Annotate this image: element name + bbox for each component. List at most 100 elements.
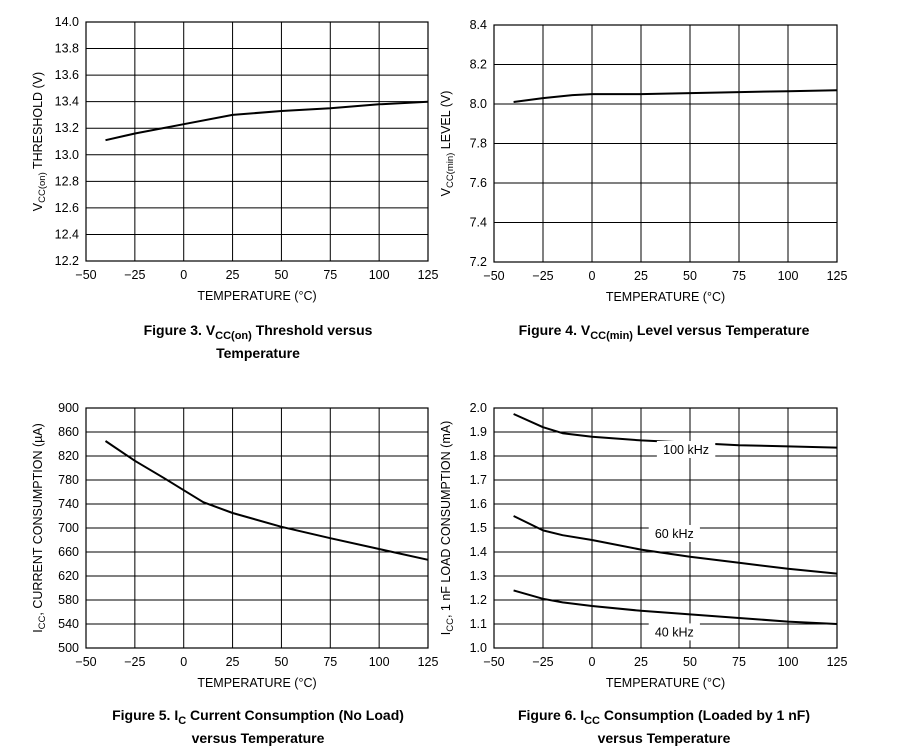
y-tick-label: 500: [58, 641, 79, 655]
x-tick-label: 50: [683, 655, 697, 669]
caption-text: Figure 4. V: [518, 322, 591, 338]
series-label: 100 kHz: [663, 443, 709, 457]
y-tick-label: 7.6: [470, 176, 487, 190]
x-tick-label: 100: [369, 655, 390, 669]
x-tick-label: 100: [369, 268, 390, 282]
y-tick-label: 700: [58, 521, 79, 535]
series-label: 40 kHz: [655, 625, 694, 639]
plot-frame: [85, 407, 429, 649]
x-axis-label: TEMPERATURE (°C): [606, 676, 725, 690]
x-tick-label: 100: [778, 269, 799, 283]
x-tick-label: −25: [124, 655, 145, 669]
y-tick-label: 900: [58, 401, 79, 415]
y-tick-label: 1.8: [470, 449, 487, 463]
x-tick-label: 50: [274, 268, 288, 282]
y-tick-label: 620: [58, 569, 79, 583]
series-line: [105, 100, 429, 142]
y-tick-label: 8.2: [470, 58, 487, 72]
series-line: [513, 413, 838, 449]
series-line: [513, 589, 838, 625]
series-label-background: [648, 525, 700, 542]
y-tick-label: 7.4: [470, 216, 487, 230]
y-tick-label: 1.1: [470, 617, 487, 631]
caption-figure-5: Figure 5. IC Current Consumption (No Loa…: [32, 707, 484, 747]
y-tick-label: 1.0: [470, 641, 487, 655]
y-tick-label: 740: [58, 497, 79, 511]
y-tick-label: 14.0: [55, 15, 79, 29]
caption-subscript: C: [178, 714, 187, 727]
x-tick-label: 125: [418, 268, 439, 282]
y-tick-label: 1.9: [470, 425, 487, 439]
x-tick-label: 75: [323, 655, 337, 669]
x-tick-label: 0: [589, 655, 596, 669]
caption-text: versus Temperature: [597, 729, 731, 746]
x-axis-label: TEMPERATURE (°C): [197, 289, 316, 303]
x-tick-label: −50: [75, 655, 96, 669]
y-tick-label: 860: [58, 425, 79, 439]
x-tick-label: 75: [732, 655, 746, 669]
x-tick-label: 50: [274, 655, 288, 669]
y-tick-label: 12.8: [55, 174, 79, 188]
y-tick-label: 12.6: [55, 201, 79, 215]
y-axis-label: VCC(min) LEVEL (V): [439, 91, 456, 197]
y-tick-label: 13.4: [55, 95, 79, 109]
x-tick-label: 100: [778, 655, 799, 669]
y-tick-label: 1.7: [470, 473, 487, 487]
caption-text: Figure 6. I: [517, 707, 585, 723]
x-tick-label: 0: [180, 655, 187, 669]
y-tick-label: 13.6: [55, 68, 79, 82]
y-tick-label: 12.2: [55, 254, 79, 268]
x-tick-label: 50: [683, 269, 697, 283]
series-label: 60 kHz: [655, 527, 694, 541]
x-tick-label: −25: [532, 655, 553, 669]
x-tick-label: −25: [532, 269, 553, 283]
y-tick-label: 540: [58, 617, 79, 631]
series-line: [513, 89, 838, 103]
y-tick-label: 7.8: [470, 137, 487, 151]
y-tick-label: 8.0: [470, 97, 487, 111]
y-tick-label: 820: [58, 449, 79, 463]
caption-subscript: CC(min): [590, 329, 633, 342]
plot-frame: [493, 24, 838, 263]
y-tick-label: 7.2: [470, 255, 487, 269]
x-tick-label: −50: [75, 268, 96, 282]
y-tick-label: 1.4: [470, 545, 487, 559]
x-tick-label: 125: [827, 269, 848, 283]
x-tick-label: 125: [418, 655, 439, 669]
x-axis-label: TEMPERATURE (°C): [197, 676, 316, 690]
x-tick-label: −50: [483, 655, 504, 669]
x-tick-label: −50: [483, 269, 504, 283]
series-line: [104, 440, 429, 561]
x-axis-label: TEMPERATURE (°C): [606, 290, 725, 304]
caption-figure-4: Figure 4. VCC(min) Level versus Temperat…: [438, 322, 890, 345]
caption-text: Consumption (Loaded by 1 nF): [600, 707, 810, 723]
y-tick-label: 2.0: [470, 401, 487, 415]
caption-text: Current Consumption (No Load): [186, 707, 404, 723]
plot-frame: [493, 407, 838, 649]
x-tick-label: 125: [827, 655, 848, 669]
caption-text: Temperature: [216, 344, 300, 361]
x-tick-label: 75: [323, 268, 337, 282]
caption-text: Figure 5. I: [112, 707, 179, 723]
x-tick-label: −25: [124, 268, 145, 282]
series-label-background: [648, 623, 700, 641]
x-tick-label: 0: [589, 269, 596, 283]
y-tick-label: 13.0: [55, 148, 79, 162]
caption-subscript: CC: [584, 714, 600, 727]
y-tick-label: 1.6: [470, 497, 487, 511]
caption-text: Level versus Temperature: [632, 322, 810, 338]
y-tick-label: 8.4: [470, 18, 487, 32]
y-axis-label: VCC(on) THRESHOLD (V): [31, 72, 48, 211]
x-tick-label: 25: [226, 655, 240, 669]
x-tick-label: 0: [180, 268, 187, 282]
caption-figure-6: Figure 6. ICC Consumption (Loaded by 1 n…: [438, 707, 890, 747]
x-tick-label: 75: [732, 269, 746, 283]
caption-text: Figure 3. V: [143, 322, 216, 338]
caption-figure-3: Figure 3. VCC(on) Threshold versus Tempe…: [32, 322, 484, 362]
x-tick-label: 25: [634, 269, 648, 283]
y-tick-label: 580: [58, 593, 79, 607]
y-axis-label: ICC, 1 nF LOAD CONSUMPTION (mA): [439, 421, 456, 635]
